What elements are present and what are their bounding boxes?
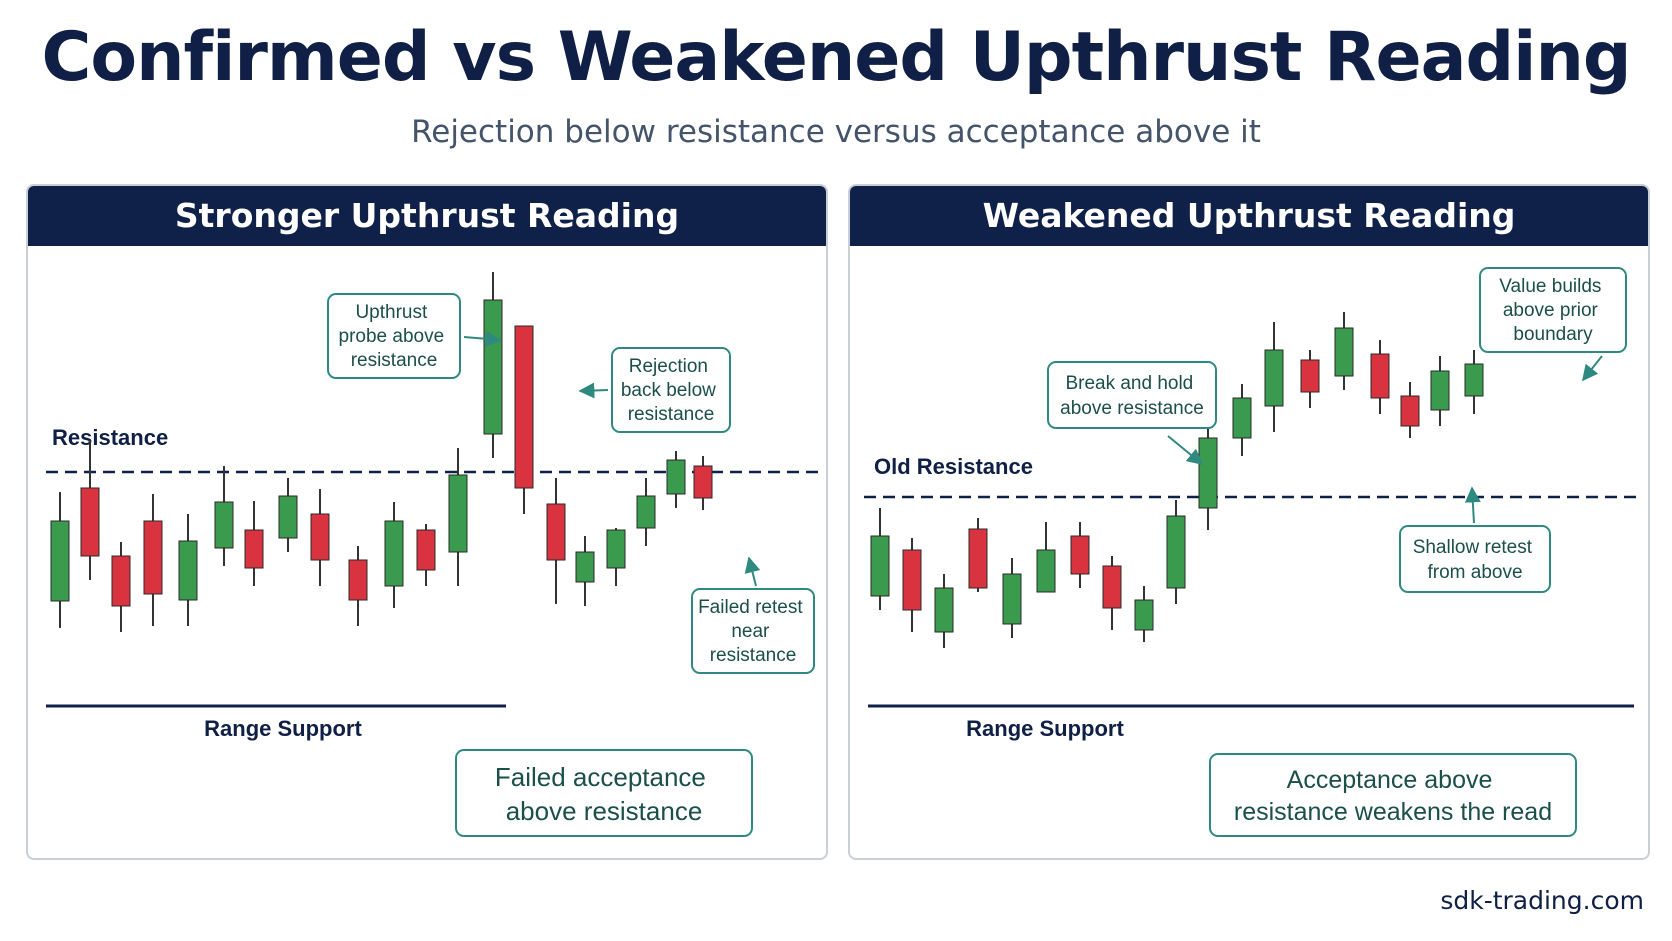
bearish-candle (143, 494, 163, 626)
bullish-candle (1464, 350, 1484, 414)
callout-line: Rejection (629, 356, 708, 377)
svg-text:Break and hold above r: Break and hold above resistance (1060, 373, 1204, 419)
bullish-candle (1232, 384, 1252, 456)
arrow-icon (463, 330, 502, 347)
site-footer: sdk-trading.com (1440, 886, 1644, 915)
page-subtitle: Rejection below resistance versus accept… (411, 114, 1261, 150)
bullish-candle (1036, 522, 1056, 593)
callout-line: Value builds (1499, 276, 1601, 297)
summary-box: Acceptance above resistance weakens the … (1209, 753, 1577, 837)
callout-line: Failed retest (698, 597, 803, 618)
bullish-candle (278, 478, 298, 552)
bullish-candle (1134, 586, 1154, 642)
arrow-icon (744, 556, 761, 587)
left-candle-chart: Resistance Range Support Upthrust probe … (46, 272, 818, 837)
bullish-candle (178, 514, 198, 626)
bearish-candle (1102, 556, 1122, 630)
bullish-candle (1264, 322, 1284, 432)
summary-line: Failed acceptance (495, 762, 706, 792)
callout-line: resistance (628, 404, 715, 425)
callout-line: near (731, 621, 770, 642)
callout-line: Shallow retest (1413, 537, 1533, 558)
summary-line: Acceptance above (1287, 766, 1493, 794)
resistance-label: Resistance (52, 425, 168, 450)
callout-shallow-retest: Shallow retest from above (1399, 486, 1551, 593)
arrow-icon (1464, 486, 1481, 524)
svg-text:Acceptance above resis: Acceptance above resistance weakens the … (1234, 766, 1552, 826)
arrow-icon (1582, 355, 1603, 382)
callout-line: above resistance (1060, 398, 1204, 419)
range-support-label: Range Support (966, 716, 1124, 741)
callout-line: resistance (710, 645, 797, 666)
bullish-candle (636, 478, 656, 546)
callout-failed-retest: Failed retest near resistance (691, 556, 815, 674)
range-support-label: Range Support (204, 716, 362, 741)
bullish-candle (666, 451, 686, 508)
callout-line: from above (1427, 562, 1522, 583)
bullish-candle (575, 536, 595, 606)
svg-text:Failed acceptance abov: Failed acceptance above resistance (495, 762, 713, 826)
svg-text:Failed retest near: Failed retest near resistance (698, 597, 808, 666)
candles (50, 272, 713, 632)
callout-line: resistance (351, 350, 438, 371)
callout-line: boundary (1513, 324, 1593, 345)
bullish-candle (1430, 356, 1450, 426)
bearish-candle (1370, 340, 1390, 414)
bearish-candle (1400, 382, 1420, 438)
callout-upthrust-probe: Upthrust probe above resistance (327, 293, 502, 379)
bearish-candle (968, 518, 988, 592)
bullish-candle (606, 528, 626, 586)
svg-text:Rejection back below: Rejection back below resistance (621, 356, 721, 425)
panel-stronger-upthrust: Stronger Upthrust Reading Resistance Ran… (26, 184, 828, 860)
svg-text:Shallow retest from ab: Shallow retest from above (1413, 537, 1538, 583)
bullish-candle (934, 574, 954, 648)
bearish-candle (546, 478, 566, 604)
bullish-candle (870, 508, 890, 610)
right-candle-chart: Old Resistance Range Support Break and h… (864, 267, 1640, 837)
callout-break-and-hold: Break and hold above resistance (1047, 361, 1217, 466)
candles (870, 312, 1484, 648)
bullish-candle (483, 272, 503, 458)
bearish-candle (1070, 522, 1090, 588)
svg-text:Value builds above pri: Value builds above prior boundary (1499, 276, 1606, 345)
bearish-candle (693, 456, 713, 510)
panel-weakened-upthrust: Weakened Upthrust Reading Old Resistance… (848, 184, 1650, 860)
arrow-icon (1167, 435, 1204, 466)
bearish-candle (902, 538, 922, 632)
bullish-candle (214, 466, 234, 566)
page-title: Confirmed vs Weakened Upthrust Reading (41, 18, 1631, 97)
summary-line: above resistance (506, 796, 703, 826)
bearish-candle (80, 440, 100, 580)
bullish-candle (1002, 558, 1022, 638)
bearish-candle (244, 501, 264, 586)
bearish-candle (514, 325, 534, 514)
callout-line: back below (621, 380, 716, 401)
bullish-candle (1198, 422, 1218, 530)
bullish-candle (1166, 500, 1186, 604)
panel-heading: Stronger Upthrust Reading (28, 186, 826, 246)
bullish-candle (50, 492, 70, 628)
bearish-candle (348, 546, 368, 626)
bullish-candle (1334, 312, 1354, 390)
callout-rejection: Rejection back below resistance (578, 347, 731, 433)
callout-line: Break and hold (1065, 373, 1193, 394)
bullish-candle (448, 448, 468, 586)
svg-text:Upthrust probe above: Upthrust probe above resistance (339, 302, 450, 371)
bearish-candle (310, 489, 330, 586)
callout-line: probe above (339, 326, 445, 347)
bearish-candle (111, 542, 131, 632)
summary-box: Failed acceptance above resistance (455, 749, 753, 837)
callout-line: above prior (1503, 300, 1599, 321)
callout-line: Upthrust (355, 302, 428, 323)
panel-heading: Weakened Upthrust Reading (850, 186, 1648, 246)
arrow-icon (578, 382, 609, 399)
bullish-candle (384, 502, 404, 608)
bearish-candle (416, 524, 436, 586)
callout-value-builds: Value builds above prior boundary (1479, 267, 1627, 382)
summary-line: resistance weakens the read (1234, 798, 1552, 826)
bearish-candle (1300, 350, 1320, 408)
old-resistance-label: Old Resistance (874, 454, 1033, 479)
